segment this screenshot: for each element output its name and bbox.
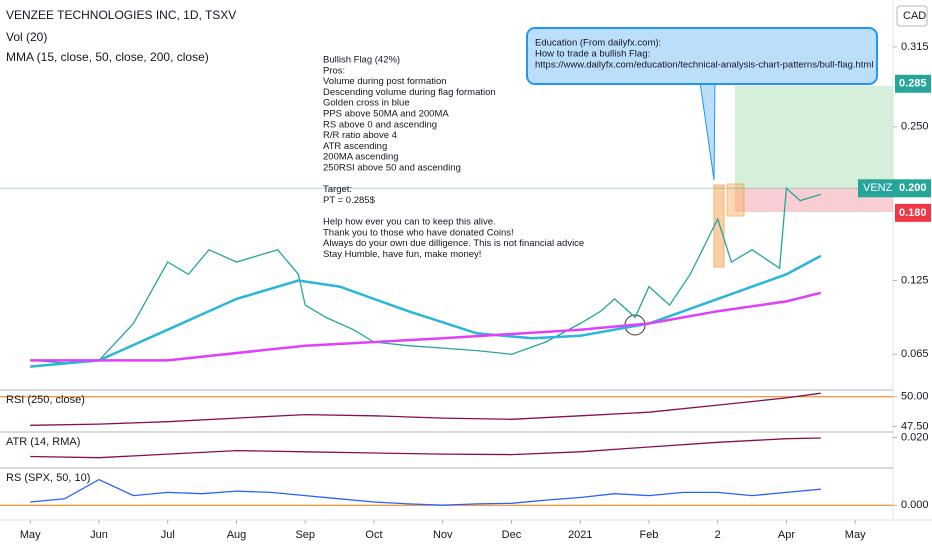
price-tag-label: 0.285 — [899, 78, 927, 90]
note-line: Stay Humble, have fun, make money! — [323, 249, 481, 260]
y-tick-label: 0.125 — [901, 274, 929, 286]
x-tick-label: 2 — [715, 529, 721, 541]
price-tag — [895, 203, 931, 222]
note-line: R/R ratio above 4 — [323, 130, 397, 141]
note-line: PT = 0.285$ — [323, 195, 376, 206]
currency-label: CAD — [903, 10, 926, 22]
symbol-tag — [858, 179, 931, 198]
x-tick-label: Apr — [778, 529, 795, 541]
y-tick-label: 0.020 — [901, 431, 929, 443]
series-line — [30, 478, 821, 506]
note-line: Golden cross in blue — [323, 98, 410, 109]
x-tick-label: Nov — [433, 529, 453, 541]
note-line: 200MA ascending — [323, 152, 399, 163]
series-line — [30, 186, 821, 364]
note-line: Always do your own due dilligence. This … — [323, 238, 584, 249]
callout-line: How to trade a bullish Flag: — [535, 49, 650, 60]
note-line: RS above 0 and ascending — [323, 119, 437, 130]
currency-box — [896, 5, 928, 27]
x-tick-label: Oct — [365, 529, 382, 541]
note-line: ATR ascending — [323, 141, 387, 152]
series-line — [30, 291, 822, 362]
flagpole — [713, 184, 725, 268]
x-tick-label: Jul — [161, 529, 175, 541]
target-zone — [735, 86, 893, 188]
x-tick-label: May — [845, 529, 866, 541]
series-line — [30, 254, 822, 368]
x-tick-label: Aug — [227, 529, 247, 541]
x-tick-label: 2021 — [568, 529, 592, 541]
indicator-label: Vol (20) — [6, 30, 47, 44]
y-tick-label: 47.50 — [901, 420, 929, 432]
y-tick-label: 0.250 — [901, 121, 929, 133]
y-tick-label: 0.065 — [901, 348, 929, 360]
x-tick-label: May — [20, 529, 41, 541]
callout-line: Education (From dailyfx.com): — [535, 38, 661, 49]
pane-title: ATR (14, RMA) — [6, 436, 80, 448]
note-line: Thank you to those who have donated Coin… — [323, 227, 514, 238]
pane-title: RS (SPX, 50, 10) — [6, 472, 90, 484]
series-line — [30, 437, 821, 459]
note-line: PPS above 50MA and 200MA — [323, 109, 449, 120]
callout-line: https://www.dailyfx.com/education/techni… — [535, 60, 873, 71]
note-line: Descending volume during flag formation — [323, 87, 496, 98]
y-tick-label: 50.00 — [901, 391, 929, 403]
note-line: Help how ever you can to keep this alive… — [323, 217, 496, 228]
x-tick-label: Feb — [639, 529, 658, 541]
note-line: Target: — [323, 184, 352, 195]
y-tick-label: 0.315 — [901, 41, 929, 53]
pane-title: VENZEE TECHNOLOGIES INC, 1D, TSXV — [6, 8, 236, 22]
price-tag-label: 0.180 — [899, 207, 927, 219]
note-line: Pros: — [323, 65, 345, 76]
symbol-name: VENZ — [863, 182, 893, 194]
note-line: 250RSI above 50 and ascending — [323, 163, 461, 174]
callout-box — [526, 27, 878, 85]
note-line: Bullish Flag (42%) — [323, 55, 400, 66]
symbol-price: 0.200 — [899, 182, 927, 194]
pane-title: RSI (250, close) — [6, 394, 85, 406]
note-line: Volume during post formation — [323, 76, 447, 87]
series-line — [30, 392, 821, 426]
x-tick-label: Dec — [502, 529, 522, 541]
y-tick-label: 0.000 — [901, 499, 929, 511]
price-tag — [895, 74, 931, 93]
x-tick-label: Sep — [295, 529, 315, 541]
flag — [726, 183, 745, 217]
x-tick-label: Jun — [90, 529, 108, 541]
indicator-label: MMA (15, close, 50, close, 200, close) — [6, 50, 209, 64]
